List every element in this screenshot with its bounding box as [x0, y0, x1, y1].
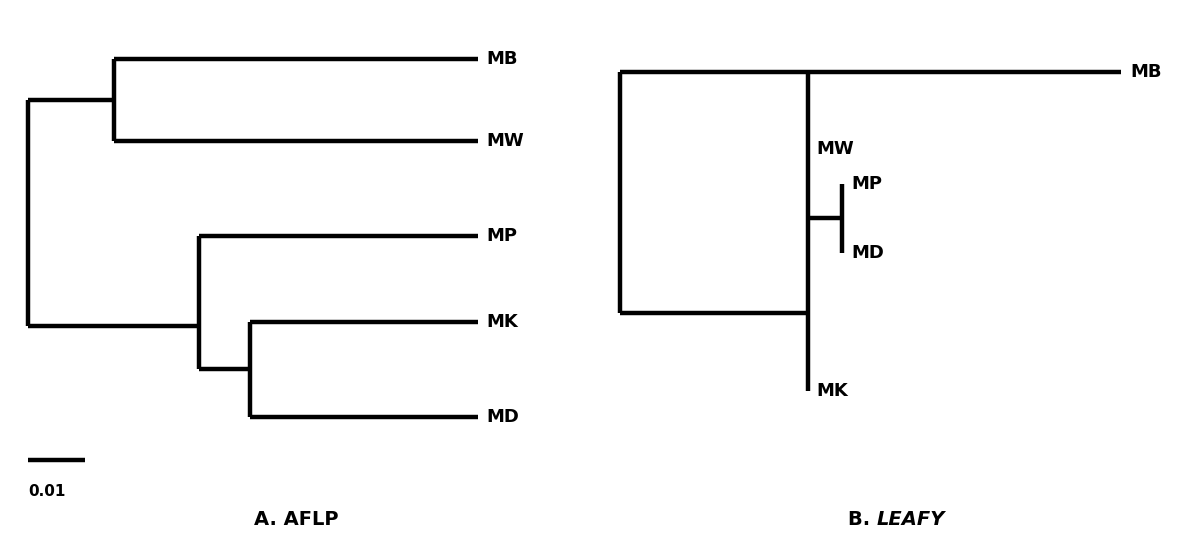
- Text: MW: MW: [817, 140, 855, 158]
- Text: MD: MD: [487, 408, 520, 426]
- Text: MK: MK: [487, 313, 518, 331]
- Text: MD: MD: [850, 244, 883, 262]
- Text: A. AFLP: A. AFLP: [254, 510, 338, 529]
- Text: MW: MW: [487, 131, 524, 150]
- Text: MP: MP: [850, 175, 882, 193]
- Text: B.: B.: [848, 510, 876, 529]
- Text: LEAFY: LEAFY: [876, 510, 945, 529]
- Text: MB: MB: [487, 50, 518, 68]
- Text: MB: MB: [1130, 63, 1161, 80]
- Text: MP: MP: [487, 227, 517, 244]
- Text: 0.01: 0.01: [28, 483, 66, 498]
- Text: MK: MK: [817, 382, 848, 400]
